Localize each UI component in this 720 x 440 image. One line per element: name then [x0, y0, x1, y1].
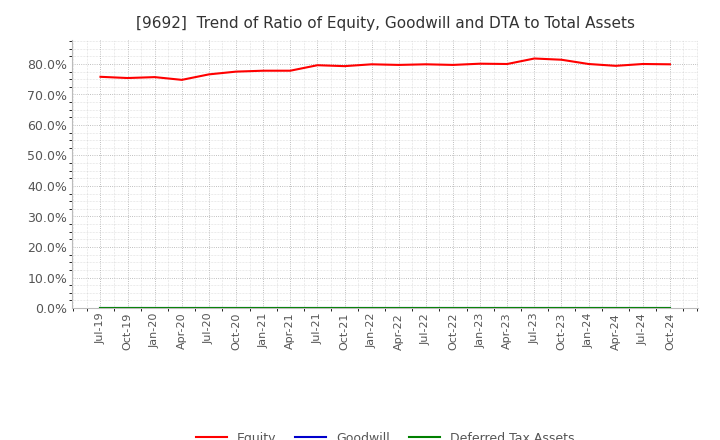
Deferred Tax Assets: [259, 305, 268, 311]
Goodwill: [123, 305, 132, 311]
Goodwill: [313, 305, 322, 311]
Deferred Tax Assets: [123, 305, 132, 311]
Equity: [123, 75, 132, 81]
Equity: [503, 61, 511, 66]
Equity: [313, 62, 322, 68]
Goodwill: [395, 305, 403, 311]
Equity: [449, 62, 457, 68]
Goodwill: [503, 305, 511, 311]
Equity: [530, 56, 539, 61]
Goodwill: [259, 305, 268, 311]
Equity: [259, 68, 268, 73]
Equity: [96, 74, 105, 80]
Goodwill: [96, 305, 105, 311]
Deferred Tax Assets: [584, 305, 593, 311]
Deferred Tax Assets: [367, 305, 376, 311]
Deferred Tax Assets: [204, 305, 213, 311]
Goodwill: [341, 305, 349, 311]
Equity: [178, 77, 186, 82]
Goodwill: [178, 305, 186, 311]
Equity: [639, 61, 647, 66]
Goodwill: [557, 305, 566, 311]
Deferred Tax Assets: [96, 305, 105, 311]
Goodwill: [421, 305, 430, 311]
Equity: [665, 62, 674, 67]
Goodwill: [204, 305, 213, 311]
Goodwill: [449, 305, 457, 311]
Deferred Tax Assets: [421, 305, 430, 311]
Deferred Tax Assets: [313, 305, 322, 311]
Deferred Tax Assets: [150, 305, 159, 311]
Equity: [611, 63, 620, 69]
Deferred Tax Assets: [665, 305, 674, 311]
Deferred Tax Assets: [611, 305, 620, 311]
Equity: [341, 63, 349, 69]
Goodwill: [150, 305, 159, 311]
Equity: [367, 62, 376, 67]
Equity: [421, 62, 430, 67]
Line: Equity: Equity: [101, 59, 670, 80]
Legend: Equity, Goodwill, Deferred Tax Assets: Equity, Goodwill, Deferred Tax Assets: [191, 427, 580, 440]
Goodwill: [611, 305, 620, 311]
Deferred Tax Assets: [341, 305, 349, 311]
Deferred Tax Assets: [286, 305, 294, 311]
Goodwill: [476, 305, 485, 311]
Equity: [150, 74, 159, 80]
Goodwill: [530, 305, 539, 311]
Goodwill: [367, 305, 376, 311]
Equity: [584, 61, 593, 66]
Deferred Tax Assets: [530, 305, 539, 311]
Deferred Tax Assets: [395, 305, 403, 311]
Title: [9692]  Trend of Ratio of Equity, Goodwill and DTA to Total Assets: [9692] Trend of Ratio of Equity, Goodwil…: [135, 16, 635, 32]
Deferred Tax Assets: [639, 305, 647, 311]
Goodwill: [286, 305, 294, 311]
Equity: [286, 68, 294, 73]
Deferred Tax Assets: [178, 305, 186, 311]
Deferred Tax Assets: [449, 305, 457, 311]
Deferred Tax Assets: [557, 305, 566, 311]
Equity: [232, 69, 240, 74]
Goodwill: [665, 305, 674, 311]
Deferred Tax Assets: [476, 305, 485, 311]
Deferred Tax Assets: [503, 305, 511, 311]
Goodwill: [639, 305, 647, 311]
Equity: [204, 72, 213, 77]
Equity: [395, 62, 403, 68]
Goodwill: [232, 305, 240, 311]
Goodwill: [584, 305, 593, 311]
Deferred Tax Assets: [232, 305, 240, 311]
Equity: [476, 61, 485, 66]
Equity: [557, 57, 566, 62]
